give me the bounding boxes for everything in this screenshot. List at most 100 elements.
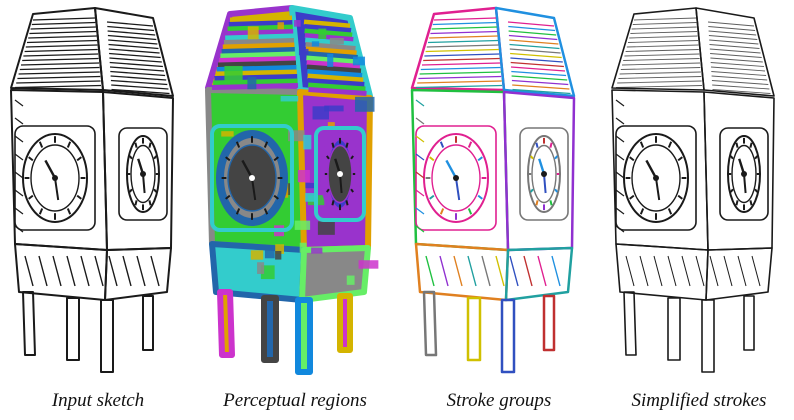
panel-input-sketch: Input sketch — [3, 0, 193, 420]
clock-tick — [129, 155, 133, 160]
clock-hand-minute — [455, 177, 461, 201]
roof-tile-line — [508, 34, 558, 41]
roof-tile-line — [424, 53, 500, 57]
clock-tick — [153, 188, 157, 193]
region-patch — [354, 96, 375, 112]
roof-tile-line — [425, 48, 499, 53]
region-patch — [294, 220, 311, 230]
region-patch — [297, 169, 310, 183]
roof-tile-line — [712, 84, 770, 90]
base-hatch-line — [80, 255, 90, 287]
roof-tile-line — [109, 61, 163, 68]
base-hatch-line — [38, 255, 48, 287]
roof-tile-line — [430, 30, 498, 35]
leg-2 — [261, 295, 279, 363]
roof-tile-line — [229, 15, 293, 23]
body-hatch-line — [415, 153, 425, 161]
clock-tick — [549, 200, 553, 206]
roof-tile-line — [308, 87, 367, 96]
clock-right-face — [727, 135, 761, 213]
clock-hand-hour — [445, 159, 458, 179]
roof-tile-line — [709, 44, 760, 49]
roof-tile-line — [109, 52, 161, 59]
roof-tile-line — [226, 29, 294, 36]
roof-tile-line — [306, 60, 361, 69]
body-hatch-line — [415, 135, 425, 143]
base-hatch-line — [695, 255, 705, 287]
clock-tick — [429, 194, 435, 200]
body-right — [102, 91, 174, 251]
clock-tick — [730, 188, 734, 193]
base-hatch-line — [94, 255, 104, 287]
leg-3 — [295, 297, 313, 375]
clock-tick — [326, 188, 330, 193]
roof-tile-line — [621, 62, 701, 66]
body-hatch-line — [14, 171, 24, 179]
roof-tile-line — [107, 25, 155, 32]
roof-tile-line — [432, 21, 497, 26]
body-hatch-line — [415, 117, 425, 125]
clock-right-inner-ring — [531, 144, 557, 204]
roof-tile-line — [509, 48, 561, 54]
region-patch — [298, 48, 309, 56]
roof-tile-line — [633, 17, 697, 21]
region-patch — [294, 20, 301, 27]
clock-tick — [66, 208, 72, 215]
clock-tick — [754, 155, 758, 160]
clock-tick — [273, 156, 279, 162]
clock-center — [249, 175, 255, 181]
roof-tile-line — [423, 57, 500, 62]
clock-left-frame — [615, 125, 697, 231]
clock-tick — [235, 208, 241, 215]
leg-1 — [422, 290, 438, 357]
clock-tick — [467, 208, 473, 215]
roof-tile-line — [110, 79, 168, 86]
clock-right-face — [126, 135, 160, 213]
clock-tick — [345, 200, 349, 206]
caption-perceptual-regions: Perceptual regions — [223, 390, 367, 411]
clock-tick — [28, 194, 34, 200]
roof-tile-line — [26, 39, 98, 44]
roof-tile-line — [221, 47, 295, 54]
clock-tick — [263, 208, 269, 215]
clock-tick — [477, 194, 483, 200]
region-patch — [312, 106, 330, 120]
clock-hand-minute — [251, 177, 257, 201]
region-patch — [327, 53, 334, 67]
body-hatch-line — [415, 99, 425, 107]
roof-tile-line — [629, 35, 698, 39]
base-hatch-line — [122, 255, 132, 287]
roof-tile-line — [626, 44, 699, 48]
clock-tick — [225, 156, 231, 162]
panel-simplified-strokes: Simplified strokes — [604, 0, 794, 420]
clock-tick — [667, 208, 673, 215]
clock-tick — [549, 142, 553, 148]
region-patch — [311, 41, 320, 47]
clock-hand-hour — [241, 159, 254, 179]
region-patch — [311, 247, 323, 254]
base-hatch-line — [653, 255, 663, 287]
caption-input-sketch: Input sketch — [51, 390, 145, 411]
roof-tile-line — [708, 26, 756, 31]
clock-center — [337, 171, 343, 177]
roof-tile-line — [615, 85, 703, 88]
base-right — [504, 246, 574, 302]
base-hatch-line — [136, 255, 146, 287]
roof-tile-line — [509, 43, 560, 50]
roof-tile-line — [618, 76, 702, 79]
perceptual-regions-drawing — [205, 5, 379, 375]
roof-tile-line — [510, 66, 566, 72]
roof-tile-line — [431, 26, 497, 30]
body-hatch-line — [615, 189, 625, 197]
roof-tile-line — [511, 70, 567, 77]
base-hatch-line — [481, 255, 491, 287]
clock-tick — [326, 155, 330, 160]
roof-tile-line — [16, 80, 101, 84]
base-right — [104, 247, 172, 301]
body-hatch-line — [615, 225, 625, 233]
leg-4 — [142, 295, 154, 351]
roof-right — [94, 7, 174, 97]
clock-right-frame — [719, 127, 769, 221]
base-hatch-line — [495, 255, 505, 287]
base-hatch-line — [509, 255, 519, 287]
